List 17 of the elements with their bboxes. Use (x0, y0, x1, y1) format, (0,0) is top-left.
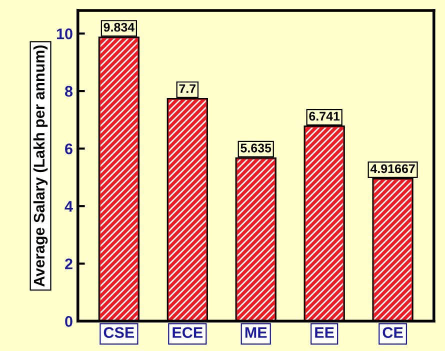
y-tick-label: 0 (65, 316, 72, 327)
x-tick-label: ME (245, 327, 267, 338)
x-tick-label: ECE (172, 327, 203, 338)
y-tick-label: 6 (65, 143, 72, 154)
y-tick-label: 4 (64, 201, 73, 212)
x-tick-label: CSE (104, 327, 134, 338)
data-label: 5.635 (240, 144, 272, 152)
y-tick-label: 8 (65, 86, 73, 97)
y-tick-label: 10 (56, 28, 72, 40)
x-tick-label: EE (315, 327, 334, 338)
y-tick-label: 2 (65, 258, 72, 270)
y-axis-title: Average Salary (Lakh per annum) (33, 45, 48, 287)
x-tick-label: CE (382, 327, 403, 338)
data-label: 6.741 (309, 112, 340, 121)
data-label: 7.7 (179, 84, 196, 93)
data-label: 4.91667 (370, 164, 415, 174)
data-label: 9.834 (104, 22, 135, 32)
